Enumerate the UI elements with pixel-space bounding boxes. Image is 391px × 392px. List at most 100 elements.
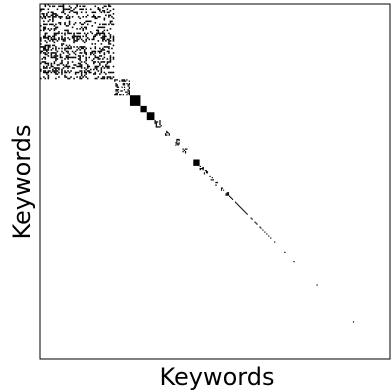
- cell-dense-cluster: [49, 46, 51, 48]
- cell-dense-cluster: [47, 52, 50, 54]
- cell-dense-cluster: [44, 44, 47, 47]
- cell-dense-cluster: [65, 29, 68, 32]
- cell-dense-cluster: [112, 76, 115, 78]
- cell-dense-cluster: [80, 74, 83, 77]
- cell-dense-cluster: [99, 58, 101, 60]
- cell-dense-cluster: [56, 40, 59, 42]
- cell-dense-cluster: [74, 40, 77, 42]
- cell-dense-cluster: [80, 26, 83, 29]
- cell-dense-cluster: [43, 37, 45, 39]
- cell-dense-cluster: [65, 47, 68, 50]
- cell-dense-cluster: [61, 61, 63, 63]
- cell-dense-cluster: [79, 5, 81, 8]
- cell-dense-cluster: [94, 55, 97, 57]
- cell-dense-cluster: [91, 16, 94, 18]
- cell-dense-cluster: [106, 67, 109, 69]
- cell-dense-cluster: [82, 23, 84, 26]
- cell-dense-cluster: [108, 46, 110, 48]
- cell-dense-cluster: [99, 62, 101, 65]
- cell-cluster-6: [155, 122, 157, 124]
- cell-dense-cluster: [61, 73, 63, 75]
- cell-dense-cluster: [55, 38, 57, 41]
- cell-cluster-11: [201, 168, 203, 170]
- cell-dense-cluster: [47, 74, 50, 77]
- cell-cluster-16: [226, 194, 228, 196]
- cell-dense-cluster: [91, 59, 94, 62]
- cell-dense-cluster: [64, 49, 66, 51]
- cell-cluster-2: [128, 84, 130, 86]
- cell-dense-cluster: [47, 64, 50, 66]
- cell-dense-cluster: [64, 13, 66, 15]
- cell-dense-cluster: [102, 65, 104, 68]
- cell-dense-cluster: [100, 67, 103, 69]
- cell-dense-cluster: [49, 29, 51, 32]
- cell-dense-cluster: [68, 77, 71, 80]
- cell-dense-cluster: [43, 14, 45, 17]
- cell-dense-cluster: [56, 67, 59, 69]
- cell-dense-cluster: [43, 49, 45, 51]
- cell-dense-cluster: [83, 70, 86, 72]
- cell-dense-cluster: [70, 10, 72, 12]
- cell-dense-cluster: [53, 38, 56, 41]
- cell-dense-cluster: [58, 32, 60, 35]
- cell-dense-cluster: [103, 26, 106, 29]
- cell-dense-cluster: [50, 71, 53, 74]
- cell-cluster-8: [178, 142, 180, 144]
- cell-dense-cluster: [44, 49, 47, 51]
- cell-dense-cluster: [53, 28, 56, 30]
- cell-dense-cluster: [79, 49, 81, 51]
- cell-dense-cluster: [58, 16, 60, 18]
- cell-dense-cluster: [40, 29, 42, 32]
- cell-dense-cluster: [64, 34, 66, 36]
- diagonal-cell: [268, 235, 270, 237]
- cell-dense-cluster: [106, 29, 109, 32]
- cell-dense-cluster: [106, 61, 109, 63]
- cell-dense-cluster: [103, 5, 106, 8]
- cell-dense-cluster: [106, 62, 109, 65]
- cell-dense-cluster: [40, 46, 42, 48]
- cell-dense-cluster: [79, 35, 81, 38]
- cell-dense-cluster: [82, 76, 84, 78]
- cell-dense-cluster: [55, 26, 57, 29]
- cell-cluster-11: [202, 166, 204, 169]
- cell-dense-cluster: [112, 52, 115, 54]
- cell-dense-cluster: [103, 38, 106, 41]
- cell-dense-cluster: [68, 11, 71, 14]
- cell-dense-cluster: [50, 28, 53, 30]
- cell-dense-cluster: [79, 59, 81, 62]
- cell-dense-cluster: [47, 28, 50, 30]
- cell-dense-cluster: [99, 64, 101, 66]
- cell-dense-cluster: [73, 77, 75, 80]
- cell-dense-cluster: [96, 56, 98, 59]
- cell-cluster-12: [203, 173, 205, 175]
- cell-dense-cluster: [73, 64, 75, 66]
- cell-dense-cluster: [44, 61, 47, 63]
- cell-cluster-2: [122, 84, 124, 86]
- cell-dense-cluster: [55, 34, 57, 36]
- cell-dense-cluster: [80, 67, 83, 69]
- cell-dense-cluster: [88, 65, 91, 68]
- cell-dense-cluster: [50, 37, 53, 39]
- diagonal-cell: [243, 210, 245, 212]
- cell-dense-cluster: [109, 22, 112, 24]
- cell-dense-cluster: [93, 38, 95, 41]
- cell-dense-cluster: [102, 38, 104, 41]
- cell-dense-cluster: [71, 26, 74, 29]
- cell-dense-cluster: [44, 37, 47, 39]
- cell-dense-cluster: [105, 14, 107, 17]
- cell-dense-cluster: [108, 43, 110, 45]
- cell-dense-cluster: [86, 32, 89, 35]
- cell-dense-cluster: [94, 73, 97, 75]
- cell-dense-cluster: [65, 8, 68, 11]
- cell-dense-cluster: [61, 38, 63, 41]
- cell-dense-cluster: [65, 76, 68, 78]
- cell-dense-cluster: [93, 35, 95, 38]
- cell-cluster-16: [226, 193, 228, 195]
- cell-dense-cluster: [85, 71, 87, 74]
- cell-dense-cluster: [67, 37, 69, 39]
- cell-dense-cluster: [43, 71, 45, 74]
- diagonal-cell: [254, 221, 256, 223]
- cell-dense-cluster: [97, 31, 100, 33]
- cell-dense-cluster: [47, 11, 50, 14]
- plot-frame: [39, 3, 391, 360]
